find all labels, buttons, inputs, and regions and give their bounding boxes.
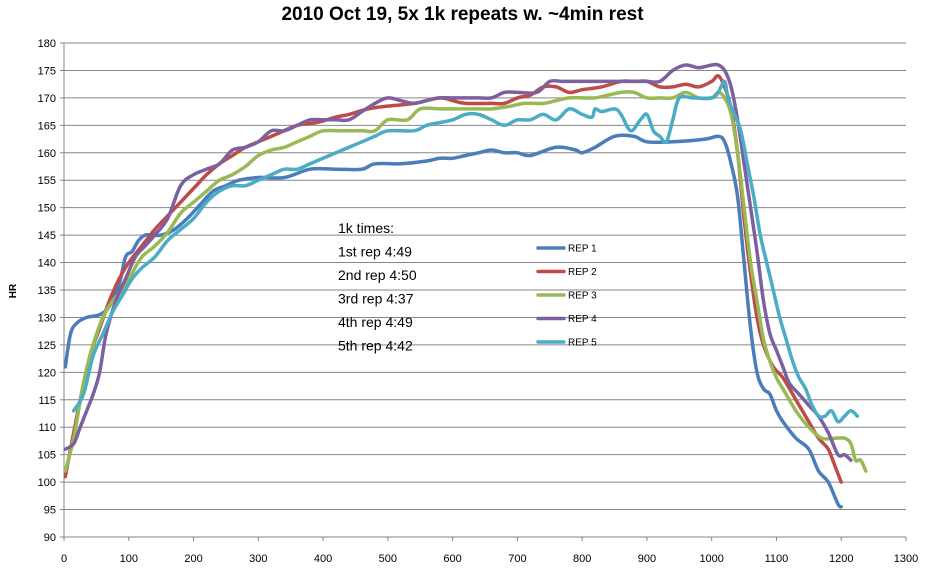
- legend-label: REP 2: [568, 267, 597, 278]
- series-line-rep-2: [63, 74, 843, 484]
- x-tick-label: 400: [314, 553, 332, 565]
- y-tick-label: 120: [38, 367, 56, 379]
- series-lines: [63, 62, 868, 509]
- y-tick-label: 145: [38, 230, 56, 242]
- x-tick-label: 1300: [894, 553, 918, 565]
- y-tick-label: 115: [38, 395, 56, 407]
- legend-label: REP 4: [568, 314, 597, 325]
- x-tick-label: 1000: [699, 553, 723, 565]
- x-tick-label: 800: [573, 553, 591, 565]
- annotation-line: 5th rep 4:42: [338, 338, 413, 354]
- y-tick-label: 175: [38, 65, 56, 77]
- y-tick-label: 90: [44, 532, 56, 544]
- y-tick-label: 130: [38, 312, 56, 324]
- y-tick-label: 105: [38, 450, 56, 462]
- annotation-heading: 1k times:: [338, 220, 394, 236]
- y-axis-label: HR: [8, 283, 19, 298]
- legend-label: REP 5: [568, 338, 597, 349]
- x-tick-label: 1100: [765, 553, 789, 565]
- axes: 90 95 100 105 110 115 120 125 130 135 140 145 150 155…: [38, 38, 919, 565]
- y-tick-label: 180: [38, 38, 56, 50]
- legend-label: REP 3: [568, 291, 597, 302]
- annotation-line: 3rd rep 4:37: [338, 291, 414, 307]
- y-tick-label: 95: [44, 505, 56, 517]
- x-tick-label: 100: [120, 553, 138, 565]
- series-line-rep-1: [63, 133, 843, 509]
- x-tick-label: 0: [61, 553, 67, 565]
- y-tick-label: 150: [38, 203, 56, 215]
- legend: REP 1 REP 2 REP 3 REP 4 REP 5: [536, 244, 597, 349]
- chart-title: 2010 Oct 19, 5x 1k repeats w. ~4min rest: [281, 4, 644, 25]
- y-tick-label: 155: [38, 175, 56, 187]
- series-line-rep-3: [63, 90, 868, 473]
- annotation-line: 2nd rep 4:50: [338, 267, 417, 283]
- y-tick-label: 135: [38, 285, 56, 297]
- y-tick-label: 125: [38, 340, 56, 352]
- x-tick-label: 700: [508, 553, 526, 565]
- y-tick-label: 140: [38, 258, 56, 270]
- annotation-box: 1k times: 1st rep 4:49 2nd rep 4:50 3rd rep…: [338, 220, 417, 354]
- y-tick-label: 100: [38, 477, 56, 489]
- series-line-rep-5: [71, 79, 860, 424]
- x-tick-label: 500: [379, 553, 397, 565]
- x-tick-label: 1200: [829, 553, 853, 565]
- x-tick-label: 200: [184, 553, 202, 565]
- legend-label: REP 1: [568, 244, 597, 255]
- series-line-rep-4: [63, 62, 853, 462]
- annotation-line: 4th rep 4:49: [338, 314, 413, 330]
- y-tick-label: 170: [38, 93, 56, 105]
- annotation-line: 1st rep 4:49: [338, 244, 412, 260]
- y-tick-label: 110: [38, 422, 56, 434]
- y-tick-label: 160: [38, 148, 56, 160]
- x-tick-label: 600: [443, 553, 461, 565]
- x-tick-label: 900: [638, 553, 656, 565]
- y-tick-label: 165: [38, 120, 56, 132]
- x-tick-label: 300: [249, 553, 267, 565]
